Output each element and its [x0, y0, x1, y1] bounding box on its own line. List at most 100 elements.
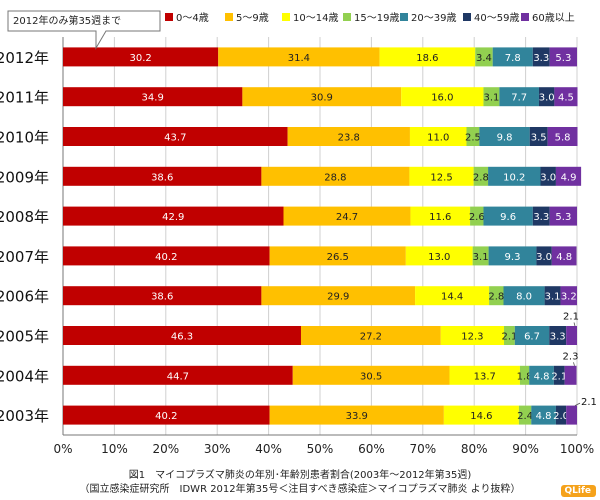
bar-segment [300, 326, 441, 345]
bar-segment [63, 127, 288, 146]
data-label: 3.3 [533, 212, 549, 223]
data-label: 2.3 [563, 351, 579, 362]
bar-segment [538, 87, 555, 107]
y-category-label: 2004年 [0, 367, 49, 385]
bar-segment [473, 166, 489, 186]
data-label: 23.8 [338, 133, 360, 144]
bar-segment [475, 47, 493, 67]
x-tick-label: 80% [461, 442, 488, 456]
x-tick-label: 40% [255, 442, 282, 456]
bar-segment [261, 286, 416, 306]
bar-segment [560, 286, 577, 306]
legend-swatch [521, 13, 529, 21]
legend-label: 40〜59歳 [474, 12, 519, 24]
data-label: 43.7 [164, 133, 186, 144]
data-label: 2.1 [501, 332, 517, 343]
annotation-callout [7, 10, 161, 50]
bar-segment [405, 246, 473, 266]
data-label: 40.2 [155, 252, 177, 263]
y-category-label: 2009年 [0, 168, 49, 186]
data-label: 13.7 [474, 371, 496, 382]
data-label: 2.1 [581, 397, 597, 408]
data-label: 8.0 [516, 292, 532, 303]
data-label: 2.4 [517, 411, 533, 422]
label-leader [574, 402, 581, 406]
data-label: 14.6 [470, 411, 492, 422]
bar-segment [443, 405, 519, 425]
y-category-label: 2012年 [0, 49, 49, 67]
bar-segment [63, 326, 301, 345]
data-label: 3.0 [539, 93, 555, 104]
bar-segment [566, 326, 577, 345]
data-label: 2.8 [488, 292, 504, 303]
data-label: 2.0 [553, 411, 569, 422]
bar-segment [483, 87, 500, 107]
qlife-logo: QLife [560, 485, 596, 497]
data-label: 5.3 [555, 53, 571, 64]
bar-segment [540, 166, 556, 186]
bar-segment [63, 246, 270, 266]
bar-segment [536, 246, 552, 266]
x-tick-label: 70% [409, 442, 436, 456]
bar-segment [440, 326, 505, 345]
data-label: 4.9 [561, 172, 577, 183]
bar-segment [503, 286, 545, 306]
bar-segment [531, 405, 556, 425]
bar-segment [555, 405, 567, 425]
bar-segment [564, 365, 577, 385]
data-label: 14.4 [441, 292, 463, 303]
data-label: 13.0 [428, 252, 450, 263]
bar-segment [549, 206, 577, 226]
bar-segment [529, 127, 548, 146]
bar-segment [472, 246, 489, 266]
data-label: 4.8 [556, 252, 572, 263]
data-label: 2.6 [469, 212, 485, 223]
data-label: 3.0 [540, 172, 556, 183]
bar-segment [483, 206, 533, 226]
bar-segment [470, 206, 484, 226]
data-label: 3.1 [483, 93, 499, 104]
legend-swatch [463, 13, 471, 21]
x-tick-label: 30% [204, 442, 231, 456]
bar-segment [504, 326, 515, 345]
data-label: 3.3 [550, 332, 566, 343]
bar-segment [379, 47, 476, 67]
label-leader [573, 322, 576, 327]
bar-segment [488, 246, 537, 266]
data-label: 4.5 [558, 93, 574, 104]
data-label: 44.7 [167, 371, 189, 382]
data-label: 7.7 [511, 93, 527, 104]
data-label: 30.2 [129, 53, 151, 64]
legend-label: 60歳以上 [532, 12, 575, 24]
data-label: 16.0 [431, 93, 453, 104]
legend-swatch [400, 13, 408, 21]
data-label: 3.1 [473, 252, 489, 263]
data-label: 12.3 [461, 332, 483, 343]
label-leader [573, 362, 575, 366]
bar-segment [479, 127, 530, 146]
data-label: 3.5 [531, 133, 547, 144]
bar-segment [401, 87, 484, 107]
data-label: 3.3 [533, 53, 549, 64]
data-label: 3.2 [561, 292, 577, 303]
data-label: 5.3 [555, 212, 571, 223]
bar-segment [551, 246, 577, 266]
data-label: 34.9 [142, 93, 164, 104]
data-label: 40.2 [155, 411, 177, 422]
bar-segment [409, 127, 467, 146]
bar-segment [547, 127, 578, 146]
data-label: 9.6 [500, 212, 516, 223]
bar-segment [554, 87, 578, 107]
bar-segment [555, 166, 582, 186]
data-label: 2.5 [465, 133, 481, 144]
data-label: 27.2 [360, 332, 382, 343]
bar-segment [466, 127, 480, 146]
data-label: 10.2 [503, 172, 525, 183]
bar-segment [519, 365, 530, 385]
data-label: 30.5 [360, 371, 382, 382]
legend-label: 5〜9歳 [236, 12, 269, 24]
bar-segment [532, 47, 550, 67]
figure-source: （国立感染症研究所 IDWR 2012年第35号＜注目すべき感染症＞マイコプラズ… [79, 484, 521, 495]
data-label: 6.7 [524, 332, 540, 343]
bar-segment [449, 365, 520, 385]
